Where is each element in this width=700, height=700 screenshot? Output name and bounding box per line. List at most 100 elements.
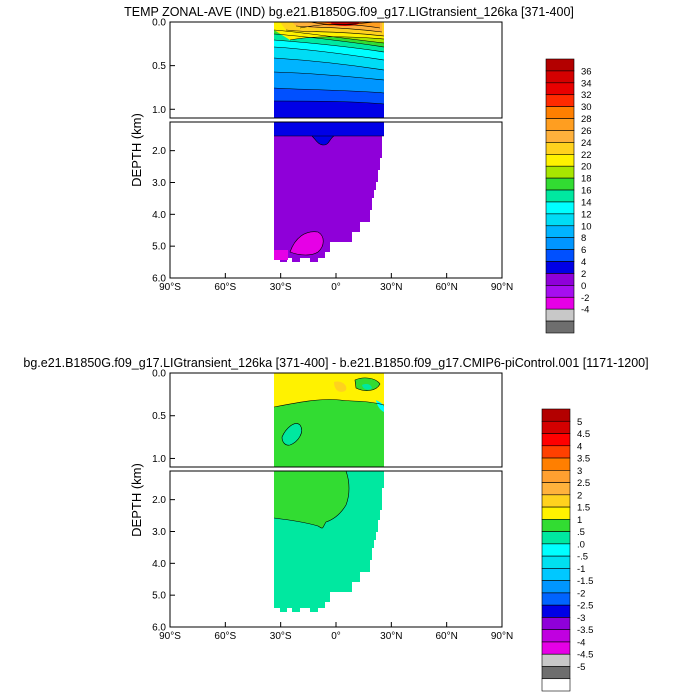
colorbar-swatch [545,82,575,96]
y-tick-label: 2.0 [152,495,166,506]
colorbar-label: 36 [581,66,592,77]
x-tick-label: 90°N [491,631,513,642]
colorbar-swatch [545,296,575,310]
x-tick-label: 30°N [380,631,402,642]
colorbar-label: 4 [581,257,586,268]
colorbar-swatch [541,531,571,545]
y-tick-label: 6.0 [152,274,166,285]
colorbar-swatch [545,308,575,322]
colorbar-label: 20 [581,162,592,173]
colorbar-label: 16 [581,186,592,197]
colorbar-swatch [541,494,571,508]
y-tick-label: 0.0 [152,18,166,29]
y-tick-label: 5.0 [152,242,166,253]
chart1-lower-contours [274,122,384,262]
colorbar-swatch [545,285,575,298]
x-tick-label: 0° [331,282,341,293]
colorbar-swatch [541,433,571,447]
colorbar-label: -2.5 [577,601,593,612]
chart1-upper-contours [273,22,385,118]
y-tick-label: 2.0 [152,146,166,157]
colorbar-swatch [541,617,571,630]
colorbar-label: 2 [577,490,582,501]
colorbar-label: -4.5 [577,650,593,661]
colorbar-swatch [541,580,571,594]
y-tick-label: 3.0 [152,527,166,538]
y-tick-label: 5.0 [152,591,166,602]
colorbar-label: 5 [577,417,582,428]
colorbar-label: -3.5 [577,625,593,636]
colorbar-swatch [545,225,575,238]
x-tick-label: 60°N [435,631,457,642]
colorbar-label: 0 [581,281,586,292]
colorbar-label: -3 [577,613,585,624]
colorbar-swatch [545,58,575,72]
colorbar-swatch [545,273,575,286]
colorbar-swatch [541,641,571,655]
colorbar-swatch [545,118,575,131]
colorbar-label: 32 [581,90,592,101]
colorbar-label: 28 [581,114,592,125]
y-tick-label: 3.0 [152,178,166,189]
x-tick-label: 60°S [214,282,236,293]
colorbar-swatch [545,106,575,119]
colorbar-label: .5 [577,527,585,538]
chart2-upper-contours [273,373,385,467]
colorbar-swatch [545,261,575,274]
colorbar-swatch [545,237,575,250]
colorbar-label: -5 [577,662,585,673]
colorbar-label: 3.5 [577,454,590,465]
y-tick-label: 1.0 [152,105,166,116]
colorbar-swatch [545,213,575,227]
colorbar-swatch [541,666,571,680]
colorbar-label: -1.5 [577,576,593,587]
y-tick-label: 0.0 [152,369,166,380]
chart-title-1: TEMP ZONAL-AVE (IND) bg.e21.B1850G.f09_g… [124,5,574,19]
colorbar-swatch [541,506,571,520]
x-tick-label: 90°S [159,282,181,293]
y-axis-label-1: DEPTH (km) [129,113,144,187]
colorbar-swatch [541,555,571,569]
colorbar-swatch [541,653,571,667]
x-tick-label: 90°N [491,282,513,293]
colorbar-label: -1 [577,564,585,575]
colorbar-label: 24 [581,138,592,149]
colorbar-label: 34 [581,78,592,89]
x-tick-label: 90°S [159,631,181,642]
colorbar-label: -2 [577,588,585,599]
colorbar-label: 14 [581,197,592,208]
colorbar-label: -4 [577,637,585,648]
colorbar-swatch [541,568,571,581]
colorbar-label: -.5 [577,552,588,563]
colorbar-label: 2.5 [577,478,590,489]
colorbar-label: 10 [581,221,592,232]
colorbar-label: 18 [581,174,592,185]
colorbar-label: -2 [581,293,589,304]
colorbar-swatch [541,420,571,434]
colorbar-swatch [541,482,571,496]
colorbar-swatch [545,177,575,191]
x-tick-label: 30°S [270,282,292,293]
colorbar-swatch [545,94,575,107]
colorbar-swatch [541,604,571,618]
y-tick-label: 4.0 [152,210,166,221]
colorbar-swatch [541,445,571,459]
colorbar-swatch [545,189,575,203]
colorbar-label: .0 [577,539,585,550]
colorbar-label: 12 [581,209,592,220]
colorbar-swatch [541,543,571,557]
colorbar-swatch [545,154,575,167]
colorbar-swatch [541,592,571,606]
colorbar-swatch [545,201,575,215]
colorbar-swatch [541,470,571,483]
x-tick-label: 30°S [270,631,292,642]
colorbar-label: 1.5 [577,503,590,514]
colorbar-label: 6 [581,245,586,256]
colorbar-swatch [541,678,571,692]
y-tick-label: 6.0 [152,623,166,634]
x-tick-label: 60°S [214,631,236,642]
chart1-upper-frame [169,21,503,119]
colorbar-label: 8 [581,233,586,244]
chart-title-2: bg.e21.B1850G.f09_g17.LIGtransient_126ka… [23,356,648,370]
y-tick-label: 1.0 [152,454,166,465]
